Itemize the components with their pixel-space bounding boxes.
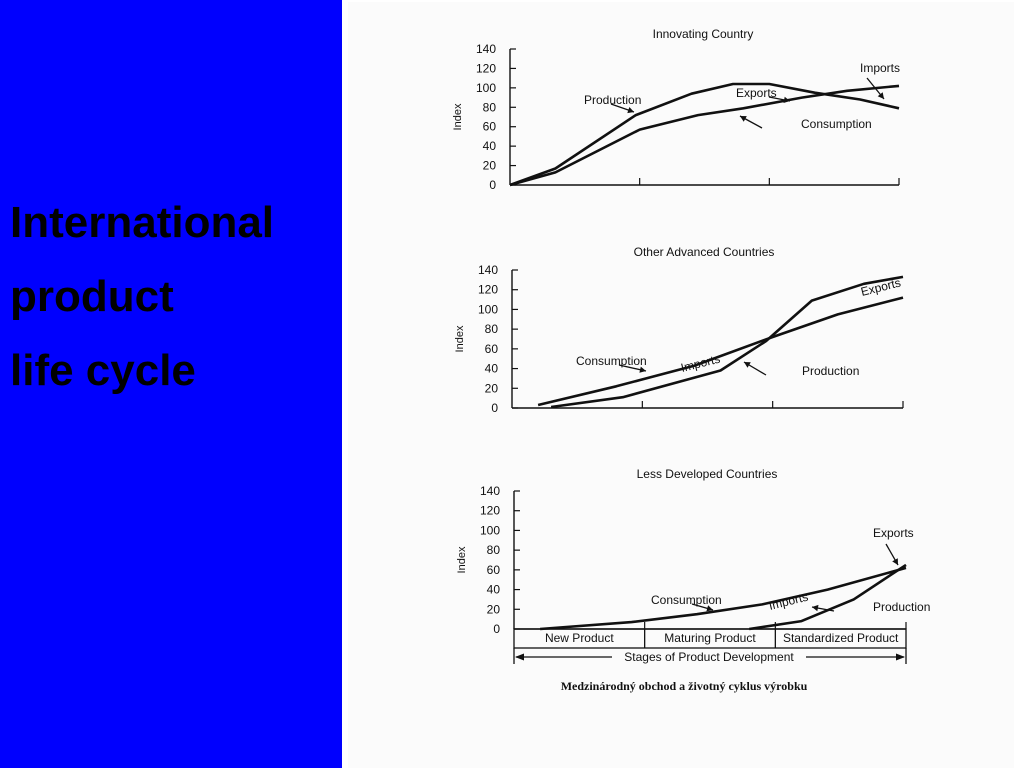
annotation-label: Imports	[767, 590, 809, 613]
y-tick-label: 140	[476, 42, 496, 56]
y-tick-label: 120	[476, 61, 496, 75]
annotation-arrowhead	[877, 92, 884, 99]
y-axis-label: Index	[454, 325, 466, 352]
stage-label: Maturing Product	[664, 631, 756, 645]
stage-label: New Product	[545, 631, 614, 645]
panel-divider	[342, 0, 348, 768]
y-tick-label: 60	[483, 120, 497, 134]
series-line-production	[509, 82, 900, 187]
y-tick-label: 0	[493, 622, 500, 636]
annotation-arrowhead	[744, 362, 751, 368]
chart-title: Less Developed Countries	[637, 467, 778, 481]
y-tick-label: 0	[489, 178, 496, 192]
annotation-label: Exports	[736, 86, 777, 100]
annotation-label: Consumption	[651, 593, 722, 607]
y-tick-label: 40	[485, 362, 499, 376]
chart-title: Innovating Country	[653, 27, 754, 41]
y-axis-label: Index	[456, 546, 468, 573]
y-tick-label: 140	[480, 484, 500, 498]
y-tick-label: 0	[491, 401, 498, 415]
chart-title: Other Advanced Countries	[634, 245, 775, 259]
annotation-label: Production	[584, 93, 641, 107]
series-line-production	[550, 275, 904, 409]
annotation-label: Exports	[859, 275, 902, 298]
y-tick-label: 80	[483, 100, 497, 114]
annotation-label: Exports	[873, 526, 914, 540]
y-tick-label: 120	[480, 504, 500, 518]
x-axis-title: Stages of Product Development	[624, 650, 794, 664]
y-tick-label: 80	[485, 322, 499, 336]
y-tick-label: 40	[487, 583, 501, 597]
series-line-consumption	[537, 296, 904, 407]
y-tick-label: 100	[480, 523, 500, 537]
slide-title-line: International	[10, 198, 275, 247]
slide-title: International product life cycle	[10, 186, 335, 408]
annotation-label: Production	[802, 364, 859, 378]
series-line-consumption	[509, 84, 900, 187]
y-tick-label: 20	[485, 381, 499, 395]
y-axis-label: Index	[452, 103, 464, 130]
y-tick-label: 100	[476, 81, 496, 95]
slide-title-line: life cycle	[10, 346, 196, 395]
y-tick-label: 20	[487, 602, 501, 616]
stage-label: Standardized Product	[783, 631, 899, 645]
title-panel: International product life cycle	[0, 0, 342, 768]
y-tick-label: 80	[487, 543, 501, 557]
annotation-arrowhead	[783, 96, 790, 103]
annotation-label: Production	[873, 600, 930, 614]
y-tick-label: 60	[487, 563, 501, 577]
annotation-label: Imports	[860, 61, 900, 75]
stage-strip	[513, 628, 907, 649]
stage-arrowhead-left	[515, 653, 524, 661]
stage-arrowhead-right	[896, 653, 905, 661]
series-line-consumption	[540, 566, 907, 631]
y-tick-label: 40	[483, 139, 497, 153]
annotation-arrowhead	[627, 107, 634, 114]
annotation-arrowhead	[812, 604, 819, 612]
slide-title-line: product	[10, 272, 174, 321]
annotation-arrowhead	[639, 366, 646, 373]
y-tick-label: 100	[478, 302, 498, 316]
y-tick-label: 20	[483, 159, 497, 173]
y-tick-label: 140	[478, 263, 498, 277]
annotation-arrowhead	[892, 558, 898, 565]
y-tick-label: 60	[485, 342, 499, 356]
figure-caption: Medzinárodný obchod a životný cyklus výr…	[561, 679, 808, 693]
y-tick-label: 120	[478, 283, 498, 297]
annotation-arrowhead	[740, 116, 747, 122]
annotation-label: Consumption	[801, 117, 872, 131]
scanned-figure-page	[348, 2, 1014, 768]
annotation-label: Consumption	[576, 354, 647, 368]
annotation-arrowhead	[706, 605, 713, 612]
